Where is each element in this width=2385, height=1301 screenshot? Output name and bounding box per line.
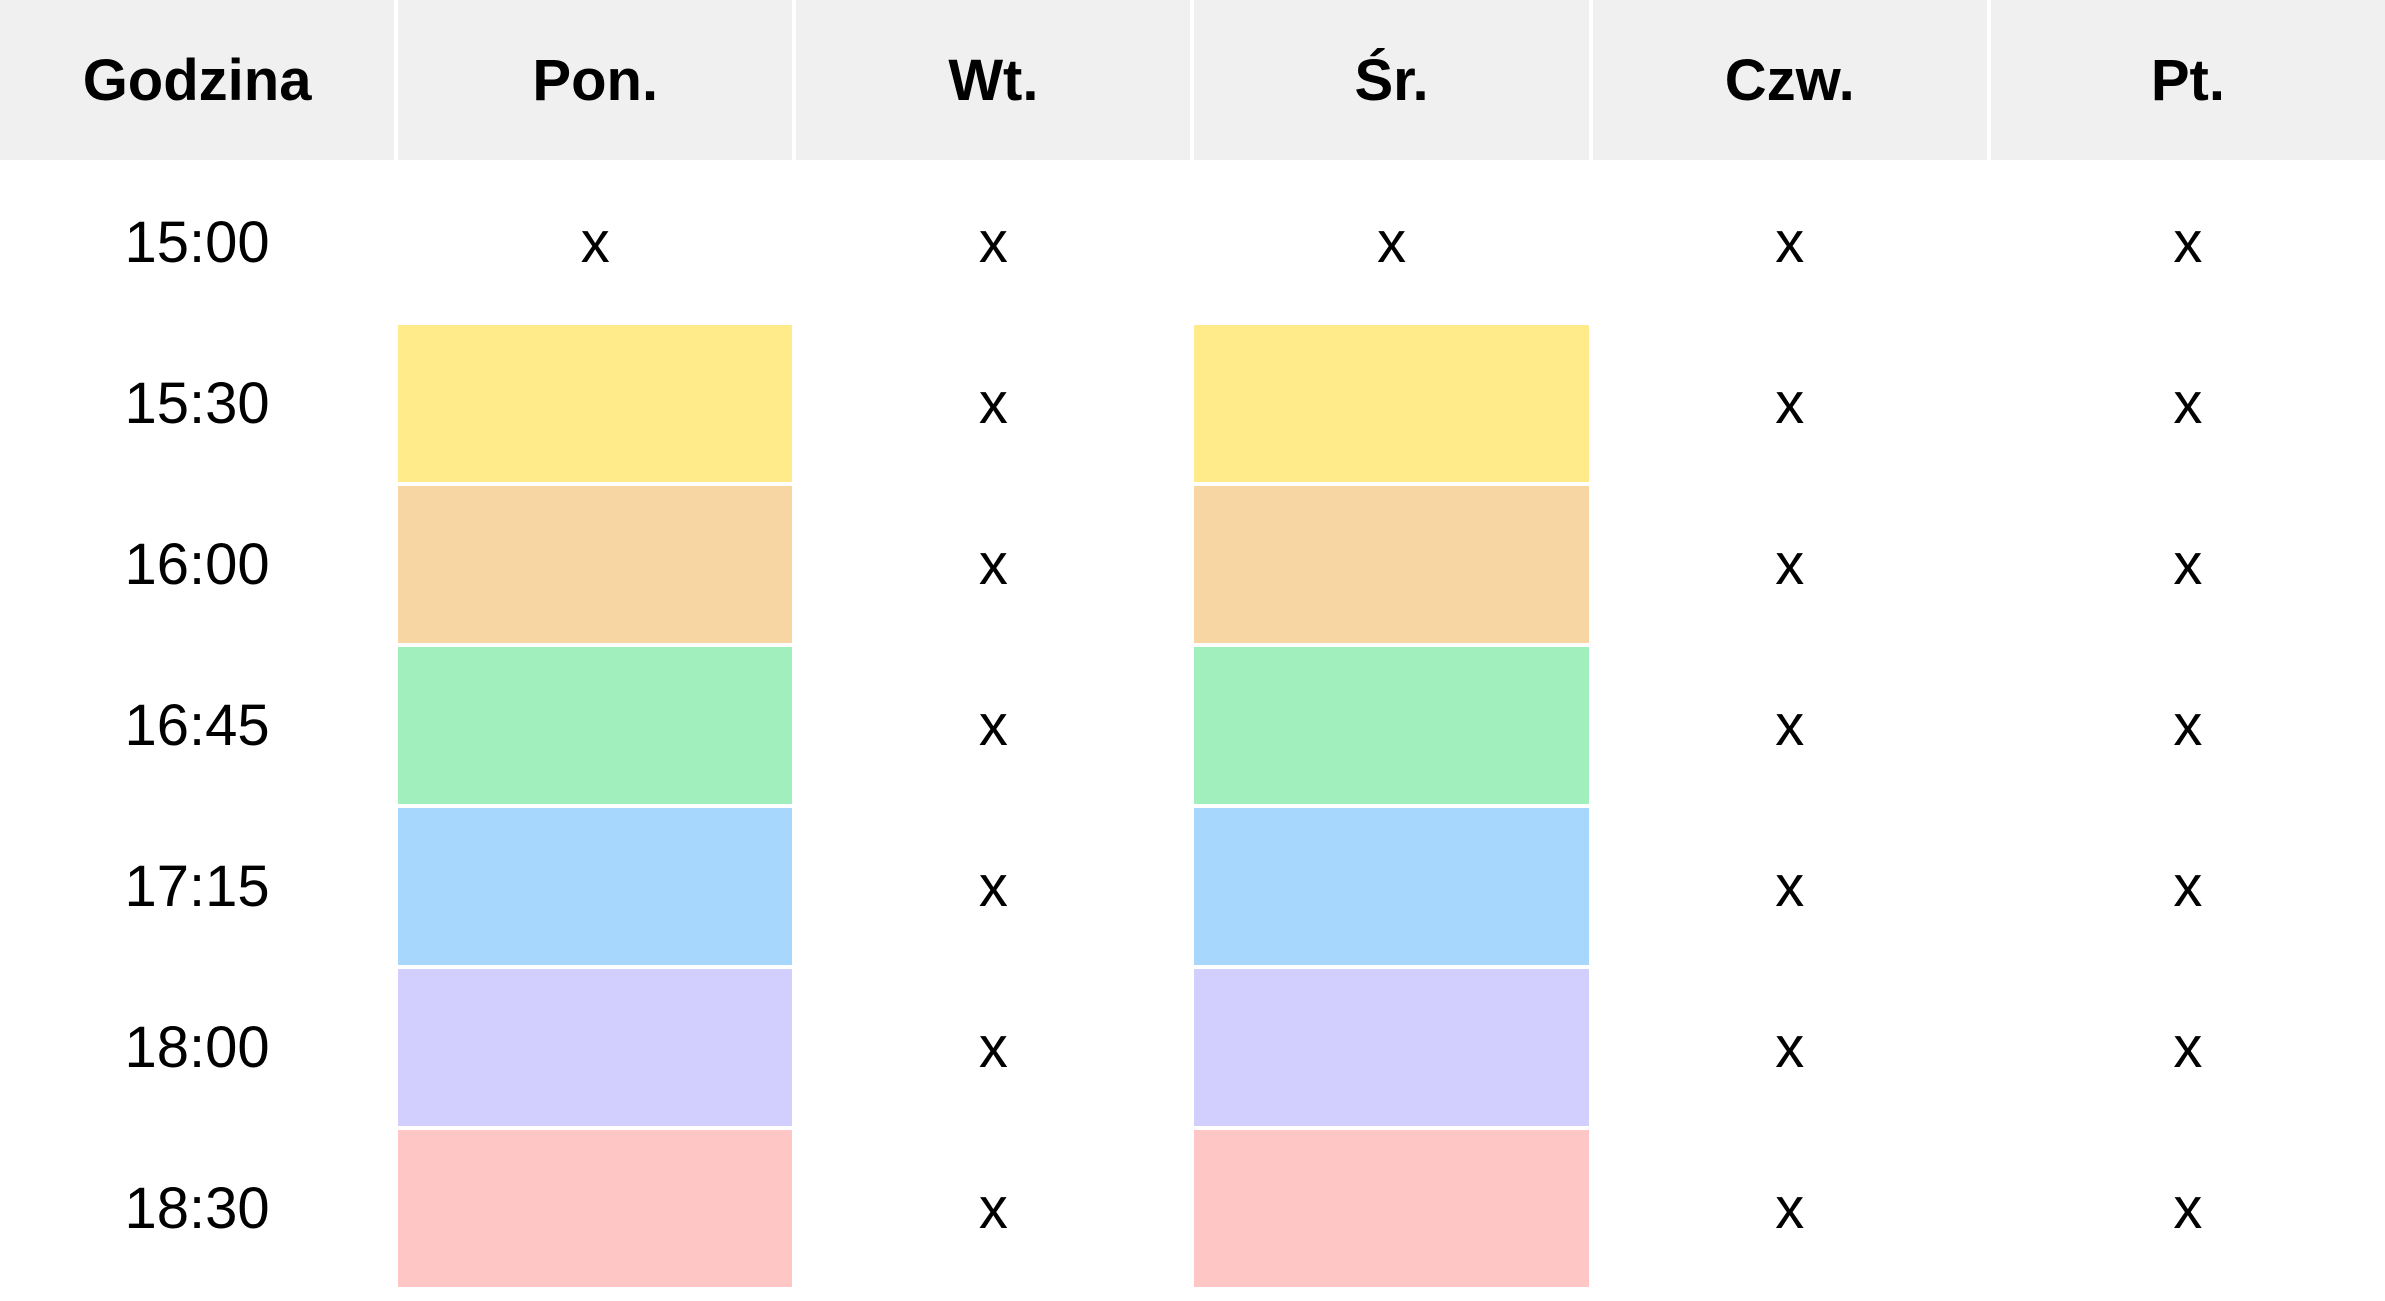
- slot-cell-friday: x: [2173, 693, 2203, 758]
- slot-cell-thursday: x: [1775, 532, 1805, 597]
- slot-cell-friday: x: [2173, 532, 2203, 597]
- slot-cell-wednesday: [1194, 486, 1589, 643]
- column-header-wednesday: Śr.: [1194, 0, 1589, 160]
- slot-cell-thursday: x: [1775, 371, 1805, 436]
- slot-cell-monday: x: [580, 210, 610, 275]
- slot-cell-monday: [398, 486, 793, 643]
- slot-cell-friday: x: [2173, 210, 2203, 275]
- column-header-thursday: Czw.: [1592, 0, 1987, 160]
- column-header-friday: Pt.: [1990, 0, 2385, 160]
- time-cell: 16:45: [124, 693, 270, 758]
- slot-cell-friday: x: [2173, 1015, 2203, 1080]
- time-cell: 16:00: [124, 532, 270, 597]
- slot-cell-wednesday: [1194, 808, 1589, 965]
- slot-cell-monday: [398, 808, 793, 965]
- time-cell: 17:15: [124, 854, 270, 919]
- column-header-tuesday: Wt.: [796, 0, 1191, 160]
- slot-cell-friday: x: [2173, 1176, 2203, 1241]
- slot-cell-tuesday: x: [978, 854, 1008, 919]
- slot-cell-wednesday: [1194, 1130, 1589, 1287]
- slot-cell-tuesday: x: [978, 532, 1008, 597]
- slot-cell-thursday: x: [1775, 1176, 1805, 1241]
- slot-cell-wednesday: [1194, 647, 1589, 804]
- time-cell: 15:30: [124, 371, 270, 436]
- slot-cell-tuesday: x: [978, 693, 1008, 758]
- slot-cell-thursday: x: [1775, 1015, 1805, 1080]
- column-header-hour: Godzina: [0, 0, 395, 160]
- slot-cell-monday: [398, 1130, 793, 1287]
- slot-cell-thursday: x: [1775, 210, 1805, 275]
- time-cell: 15:00: [124, 210, 270, 275]
- slot-cell-wednesday: x: [1377, 210, 1407, 275]
- slot-cell-thursday: x: [1775, 854, 1805, 919]
- slot-cell-tuesday: x: [978, 210, 1008, 275]
- slot-cell-thursday: x: [1775, 693, 1805, 758]
- column-header-monday: Pon.: [398, 0, 793, 160]
- slot-cell-friday: x: [2173, 371, 2203, 436]
- slot-cell-wednesday: [1194, 325, 1589, 482]
- slot-cell-tuesday: x: [978, 371, 1008, 436]
- slot-cell-monday: [398, 969, 793, 1126]
- slot-cell-monday: [398, 647, 793, 804]
- time-cell: 18:00: [124, 1015, 270, 1080]
- slot-cell-tuesday: x: [978, 1015, 1008, 1080]
- slot-cell-wednesday: [1194, 969, 1589, 1126]
- slot-cell-friday: x: [2173, 854, 2203, 919]
- slot-cell-tuesday: x: [978, 1176, 1008, 1241]
- slot-cell-monday: [398, 325, 793, 482]
- time-cell: 18:30: [124, 1176, 270, 1241]
